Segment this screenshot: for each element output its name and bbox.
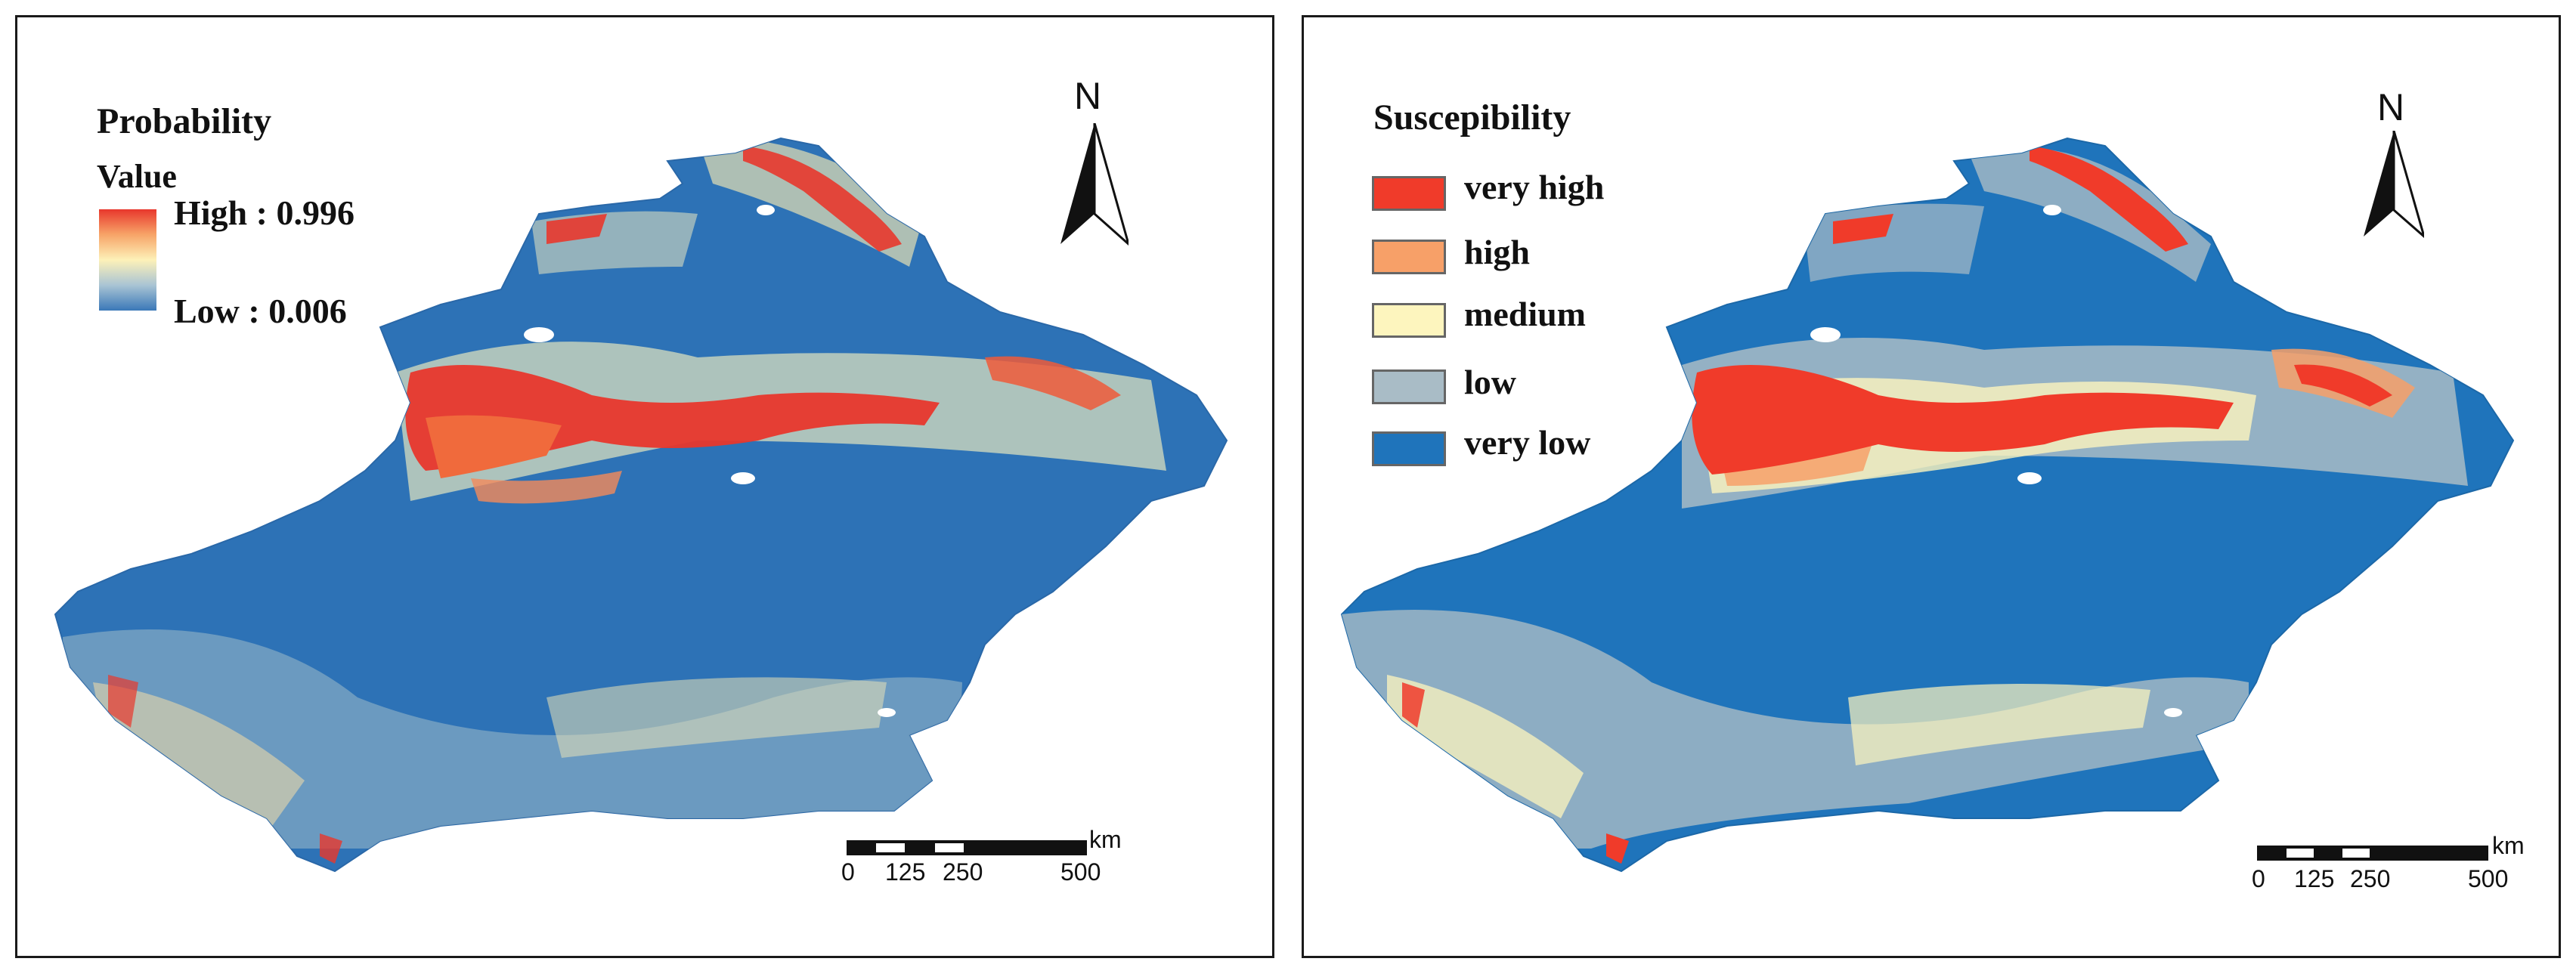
scale-tick-250: 250: [2350, 865, 2391, 892]
class-label-very-high: very high: [1464, 168, 1605, 206]
legend-title: Probability: [97, 101, 272, 141]
class-label-high: high: [1464, 233, 1530, 271]
class-label-very-low: very low: [1464, 423, 1591, 462]
scale-unit: km: [1089, 826, 1122, 853]
scale-tick-0: 0: [2252, 865, 2265, 892]
legend-low-label: Low : 0.006: [174, 292, 347, 330]
legend-subtitle: Value: [97, 158, 177, 195]
scale-bar: [847, 840, 1087, 855]
swatch-medium: [1372, 303, 1446, 338]
swatch-very-low: [1372, 431, 1446, 466]
probability-color-ramp: [99, 209, 156, 311]
swatch-high: [1372, 240, 1446, 274]
susceptibility-map: [1341, 138, 2514, 872]
north-arrow-icon: [2364, 131, 2424, 238]
scale-tick-500: 500: [1060, 858, 1101, 886]
legend-title: Suscepibility: [1373, 97, 1571, 138]
scale-unit: km: [2492, 832, 2525, 859]
swatch-very-high: [1372, 176, 1446, 211]
swatch-low: [1372, 369, 1446, 404]
probability-map-panel: Probability Value High : 0.996 Low : 0.0…: [15, 15, 1274, 958]
class-label-low: low: [1464, 363, 1516, 401]
scale-tick-250: 250: [943, 858, 983, 886]
north-letter: N: [2377, 86, 2405, 128]
probability-map: [54, 138, 1228, 872]
scale-bar: [2257, 846, 2488, 861]
scale-tick-125: 125: [885, 858, 926, 886]
scale-tick-125: 125: [2294, 865, 2335, 892]
class-label-medium: medium: [1464, 295, 1586, 333]
north-arrow-icon: [1060, 123, 1129, 246]
susceptibility-map-panel: Suscepibility very high high medium low …: [1302, 15, 2561, 958]
north-letter: N: [1074, 75, 1102, 117]
scale-tick-0: 0: [841, 858, 855, 886]
scale-tick-500: 500: [2468, 865, 2509, 892]
legend-high-label: High : 0.996: [174, 193, 355, 232]
